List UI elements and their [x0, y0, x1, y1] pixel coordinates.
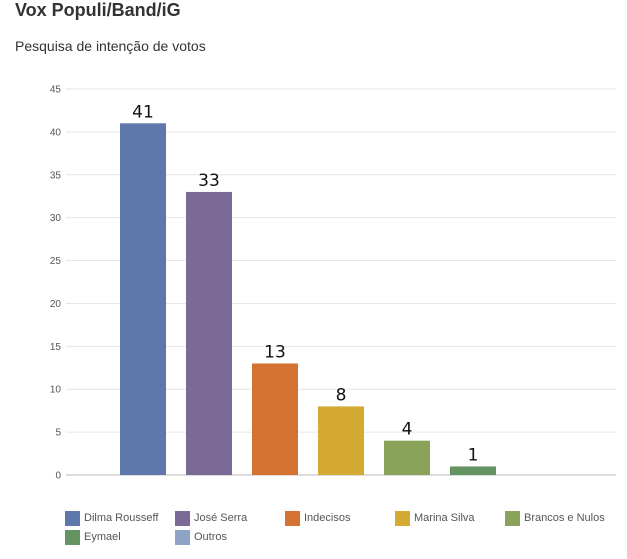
data-label: 13 [264, 342, 286, 362]
y-tick-label: 45 [50, 85, 62, 96]
y-tick-label: 40 [50, 127, 62, 138]
legend-label: Brancos e Nulos [524, 512, 605, 524]
legend-label: José Serra [194, 512, 248, 524]
legend-swatch [65, 510, 80, 526]
data-label: 33 [198, 171, 220, 191]
legend-item[interactable]: Eymael [65, 529, 121, 545]
bar-marina-silva[interactable] [318, 406, 364, 475]
chart-subtitle: Pesquisa de intenção de votos [15, 38, 206, 54]
bar-eymael[interactable] [450, 466, 496, 475]
legend-item[interactable]: José Serra [175, 510, 247, 526]
data-label: 4 [402, 420, 413, 440]
legend-swatch [65, 529, 80, 545]
y-tick-label: 25 [50, 256, 62, 267]
legend-label: Dilma Rousseff [84, 512, 159, 524]
bar-josé-serra[interactable] [186, 191, 232, 475]
data-label: 8 [336, 385, 347, 405]
y-tick-label: 0 [55, 471, 61, 482]
chart-title: Vox Populi/Band/iG [15, 0, 181, 20]
legend-item[interactable]: Outros [175, 529, 227, 545]
legend-item[interactable]: Indecisos [285, 510, 350, 526]
y-tick-label: 5 [55, 428, 61, 439]
legend-item[interactable]: Dilma Rousseff [65, 510, 158, 526]
bar-dilma-rousseff[interactable] [120, 123, 166, 476]
y-tick-label: 20 [50, 299, 62, 310]
legend-label: Eymael [84, 531, 121, 543]
data-label: 1 [468, 445, 479, 465]
bar-indecisos[interactable] [252, 363, 298, 475]
bar-brancos-e-nulos[interactable] [384, 440, 430, 475]
y-tick-label: 10 [50, 385, 62, 396]
legend-swatch [505, 510, 520, 526]
legend-item[interactable]: Brancos e Nulos [505, 510, 605, 526]
data-label: 41 [132, 102, 154, 122]
legend-item[interactable]: Marina Silva [395, 510, 475, 526]
y-tick-label: 30 [50, 213, 62, 224]
y-tick-label: 35 [50, 170, 62, 181]
legend-swatch [395, 510, 410, 526]
y-tick-label: 15 [50, 342, 62, 353]
legend-swatch [175, 529, 190, 545]
legend-label: Indecisos [304, 512, 351, 524]
legend-swatch [285, 510, 300, 526]
legend-label: Marina Silva [414, 512, 475, 524]
legend-label: Outros [194, 531, 228, 543]
legend-swatch [175, 510, 190, 526]
